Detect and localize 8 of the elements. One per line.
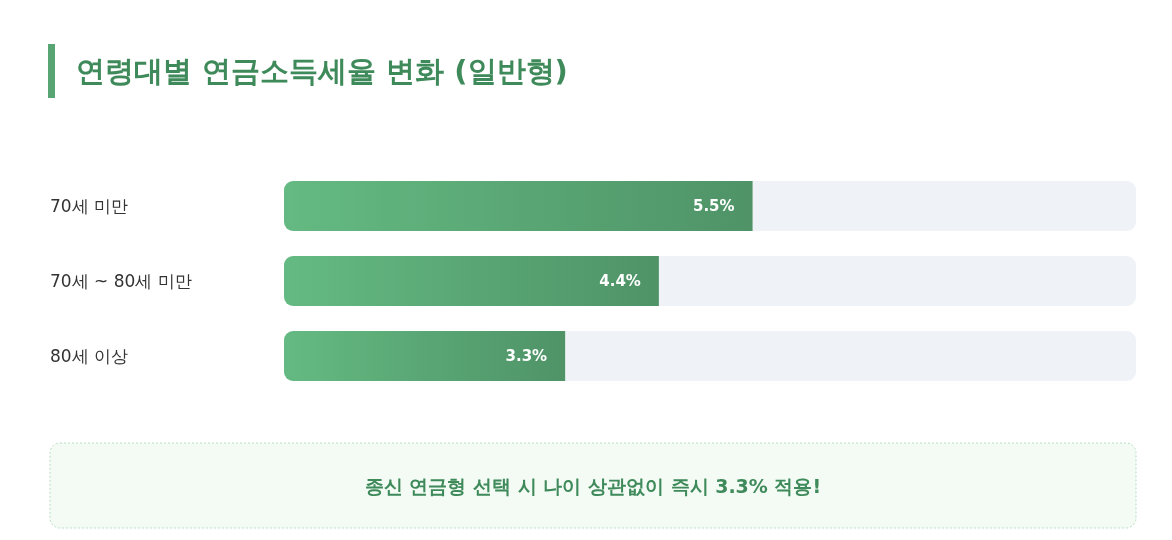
text: 종신 연금형 선택 시 나이 상관없이 즉시 3.3% 적용! (364, 474, 822, 497)
chart-title: 연령대별 연금소득세율 변화 (일반형) (76, 54, 568, 89)
data-label: 3.3% (505, 347, 548, 366)
y-tick-label: 70세 미만 (50, 195, 129, 216)
y-tick-label: 70세 ~ 80세 미만 (50, 270, 192, 291)
y-tick-label: 80세 이상 (50, 345, 129, 366)
data-label: 4.4% (599, 272, 641, 291)
data-label: 5.5% (692, 197, 735, 216)
